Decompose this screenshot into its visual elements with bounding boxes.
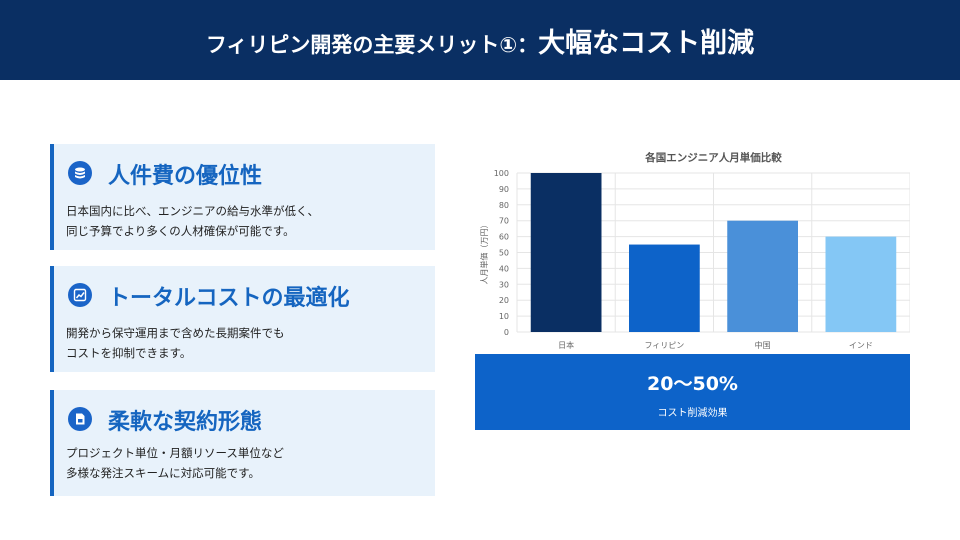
card-line: コストを抑制できます。 [66, 346, 192, 360]
y-tick-label: 40 [499, 264, 509, 273]
x-tick-label: 日本 [558, 340, 574, 350]
x-tick-label: 中国 [755, 340, 771, 350]
card-title: 柔軟な契約形態 [108, 410, 263, 435]
coins-icon [68, 161, 92, 185]
y-tick-label: 90 [499, 185, 509, 194]
card-line: 開発から保守運用まで含めた長期案件でも [66, 326, 285, 340]
card-labor-cost: 人件費の優位性 日本国内に比べ、エンジニアの給与水準が低く、 同じ予算でより多く… [50, 144, 435, 250]
y-tick-label: 80 [499, 201, 509, 210]
bar-1 [530, 173, 602, 332]
card-contract: 柔軟な契約形態 プロジェクト単位・月額リソース単位など 多様な発注スキームに対応… [50, 390, 435, 496]
card-title: 人件費の優位性 [108, 164, 263, 189]
card-total-cost: トータルコストの最適化 開発から保守運用まで含めた長期案件でも コストを抑制でき… [50, 266, 435, 372]
bar-4 [825, 236, 897, 332]
cost-comparison-chart: 各国エンジニア人月単価比較人月単価（万円） 0 10 20 30 40 50 60 70 80 90… [475, 140, 910, 355]
x-tick-label: フィリピン [644, 341, 684, 350]
card-line: 同じ予算でより多くの人材確保が可能です。 [66, 224, 295, 238]
cost-reduction-label: コスト削減効果 [657, 408, 728, 419]
header-bar: フィリピン開発の主要メリット①： 大幅なコスト削減 [0, 0, 960, 80]
document-icon [68, 407, 92, 431]
page-title: フィリピン開発の主要メリット①： 大幅なコスト削減 [206, 21, 754, 60]
page-title-emphasis: 大幅なコスト削減 [538, 27, 755, 59]
y-tick-label: 100 [494, 169, 509, 178]
bar-2 [629, 244, 700, 332]
cost-reduction-box: 20〜50% コスト削減効果 [475, 354, 910, 430]
chart-title: 各国エンジニア人月単価比較 [644, 151, 782, 164]
page-title-main: フィリピン開発の主要メリット①： [205, 32, 539, 57]
y-tick-label: 10 [499, 312, 509, 321]
y-tick-label: 70 [499, 217, 509, 226]
bar-3 [727, 220, 798, 332]
x-tick-label: インド [849, 341, 873, 350]
y-tick-label: 20 [499, 296, 509, 305]
card-line: 日本国内に比べ、エンジニアの給与水準が低く、 [66, 204, 319, 218]
cost-reduction-value: 20〜50% [647, 373, 738, 395]
card-title: トータルコストの最適化 [108, 286, 350, 311]
card-body: 開発から保守運用まで含めた長期案件でも コストを抑制できます。 [66, 323, 285, 363]
card-body: プロジェクト単位・月額リソース単位など 多様な発注スキームに対応可能です。 [66, 443, 284, 483]
y-tick-label: 60 [499, 233, 509, 242]
chart-line-icon [68, 283, 92, 307]
y-tick-label: 30 [499, 280, 509, 289]
y-tick-label: 50 [499, 249, 509, 258]
y-axis-label: 人月単価（万円） [479, 221, 489, 285]
card-line: 多様な発注スキームに対応可能です。 [66, 466, 261, 480]
card-body: 日本国内に比べ、エンジニアの給与水準が低く、 同じ予算でより多くの人材確保が可能… [66, 201, 319, 241]
card-line: プロジェクト単位・月額リソース単位など [66, 446, 284, 460]
y-tick-label: 0 [504, 328, 509, 337]
